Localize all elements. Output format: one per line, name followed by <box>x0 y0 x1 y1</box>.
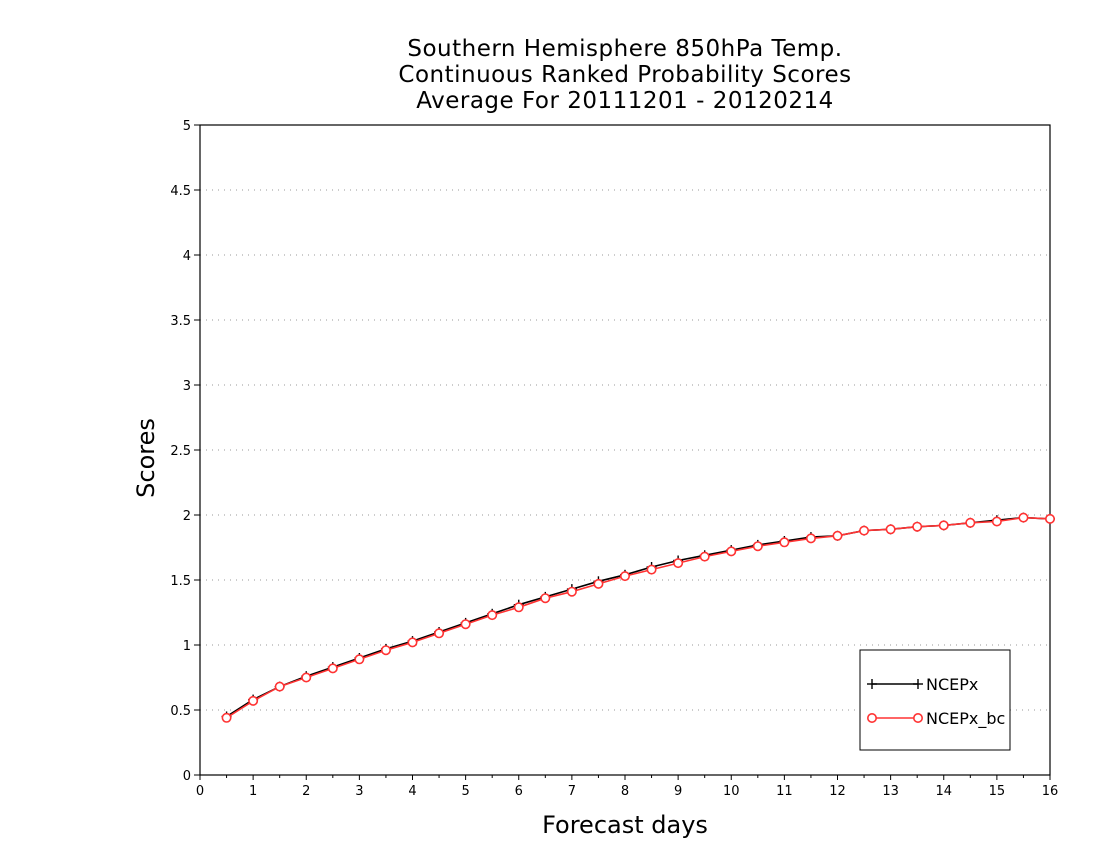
circle-marker <box>912 712 923 723</box>
circle-marker <box>673 558 684 569</box>
y-tick-label: 2.5 <box>170 444 191 459</box>
circle-marker <box>487 610 498 621</box>
x-tick-label: 0 <box>196 784 204 799</box>
circle-marker <box>805 533 816 544</box>
y-tick-label: 1 <box>183 639 191 654</box>
circle-marker <box>965 517 976 528</box>
gridlines <box>200 189 1050 711</box>
circle-marker <box>301 672 312 683</box>
legend-box <box>859 649 1011 751</box>
circle-marker <box>407 637 418 648</box>
x-tick-label: 15 <box>989 784 1006 799</box>
y-tick-label: 4 <box>183 249 191 264</box>
x-tick-label: 9 <box>674 784 682 799</box>
circle-marker <box>434 628 445 639</box>
circle-marker <box>513 602 524 613</box>
circle-marker <box>646 564 657 575</box>
circle-marker <box>779 537 790 548</box>
legend-item: NCEPx_bc <box>866 709 1005 729</box>
circle-marker <box>221 712 232 723</box>
title-line-3: Average For 20111201 - 20120214 <box>416 88 834 114</box>
x-tick-label: 10 <box>723 784 740 799</box>
circle-marker <box>1045 513 1056 524</box>
x-tick-label: 3 <box>355 784 363 799</box>
title-line-2: Continuous Ranked Probability Scores <box>398 62 852 88</box>
x-tick-label: 11 <box>776 784 793 799</box>
legend-label: NCEPx_bc <box>926 709 1005 729</box>
circle-marker <box>866 712 877 723</box>
circle-marker <box>619 571 630 582</box>
circle-marker <box>380 645 391 656</box>
chart-title: Southern Hemisphere 850hPa Temp. Continu… <box>300 36 950 114</box>
x-tick-label: 2 <box>302 784 310 799</box>
y-tick-label: 4.5 <box>170 184 191 199</box>
x-tick-label: 4 <box>408 784 416 799</box>
x-tick-label: 8 <box>621 784 629 799</box>
y-tick-label: 1.5 <box>170 574 191 589</box>
y-tick-label: 2 <box>183 509 191 524</box>
y-axis-title: Scores <box>132 418 160 498</box>
y-tick-label: 0.5 <box>170 704 191 719</box>
circle-marker <box>593 578 604 589</box>
circle-marker <box>832 530 843 541</box>
circle-marker <box>859 525 870 536</box>
circle-marker <box>248 695 259 706</box>
x-tick-label: 16 <box>1042 784 1059 799</box>
x-tick-label: 13 <box>882 784 899 799</box>
circle-marker <box>274 681 285 692</box>
circle-marker <box>912 521 923 532</box>
circle-marker <box>726 546 737 557</box>
x-tick-label: 12 <box>829 784 846 799</box>
legend-item: NCEPx <box>867 675 978 694</box>
circle-marker <box>354 654 365 665</box>
series-lines <box>221 512 1056 723</box>
plus-marker <box>913 679 923 689</box>
legend: NCEPx NCEPx_bc <box>859 649 1011 751</box>
circle-marker <box>1018 512 1029 523</box>
x-tick-label: 14 <box>935 784 952 799</box>
circle-marker <box>885 524 896 535</box>
x-axis-title: Forecast days <box>542 811 708 839</box>
y-tick-label: 5 <box>183 119 191 134</box>
plus-marker <box>867 679 877 689</box>
x-tick-label: 5 <box>461 784 469 799</box>
y-tick-label: 3.5 <box>170 314 191 329</box>
y-tick-label: 0 <box>183 769 191 784</box>
series-NCEPx_bc <box>221 512 1056 723</box>
circle-marker <box>327 663 338 674</box>
title-line-1: Southern Hemisphere 850hPa Temp. <box>407 36 843 62</box>
legend-label: NCEPx <box>926 675 978 694</box>
circle-marker <box>540 593 551 604</box>
x-tick-label: 1 <box>249 784 257 799</box>
axis-ticks: 00.511.522.533.544.550 1 2 3 4 5 6 7 8 9 10 11 12 13 1… <box>170 119 1058 799</box>
circle-marker <box>699 551 710 562</box>
y-tick-label: 3 <box>183 379 191 394</box>
circle-marker <box>460 619 471 630</box>
circle-marker <box>566 586 577 597</box>
circle-marker <box>991 516 1002 527</box>
circle-marker <box>938 520 949 531</box>
x-tick-label: 7 <box>568 784 576 799</box>
circle-marker <box>752 541 763 552</box>
x-tick-label: 6 <box>515 784 523 799</box>
